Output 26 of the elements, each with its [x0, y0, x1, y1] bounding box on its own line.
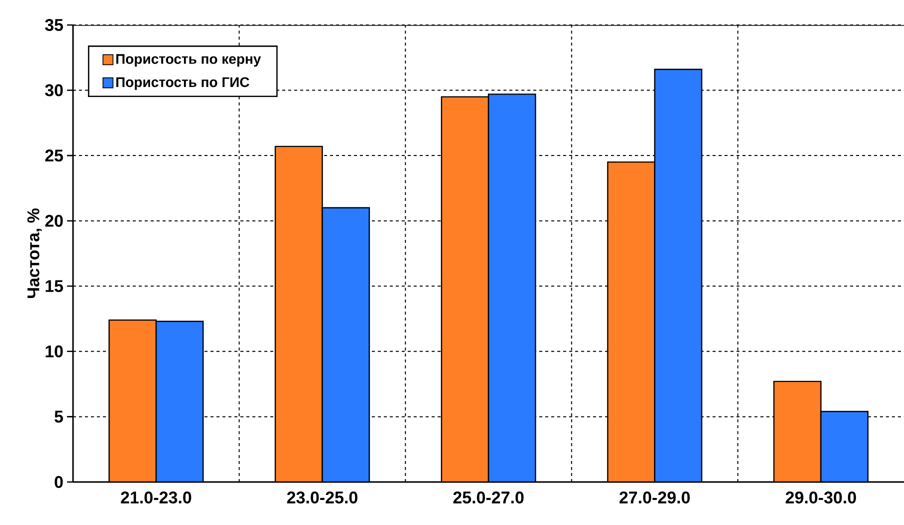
- y-tick-label: 10: [46, 345, 63, 358]
- y-tick-label: 25: [45, 150, 64, 162]
- y-tick-label: 30: [45, 84, 63, 96]
- legend-label: Пористость по керну: [116, 54, 261, 67]
- x-tick-label: 23.0-25.0: [287, 492, 358, 504]
- bar: [440, 96, 490, 482]
- bar: [820, 410, 869, 482]
- bar: [488, 94, 536, 482]
- x-tick-label: 27.0-29.0: [620, 492, 690, 504]
- x-tick-label: 21.0-23.0: [120, 492, 192, 504]
- bar: [108, 319, 157, 482]
- y-tick-label: 0: [54, 476, 63, 488]
- y-tick-label: 15: [46, 280, 64, 292]
- y-tick-label: 5: [54, 410, 64, 423]
- bar: [322, 207, 370, 482]
- x-tick-label: 25.0-27.0: [453, 492, 524, 504]
- y-tick-label: 20: [45, 214, 63, 227]
- x-tick-label: 29.0-30.0: [786, 492, 856, 504]
- y-axis-title: Частота, %: [27, 208, 42, 298]
- bar: [156, 320, 204, 482]
- bar: [654, 68, 702, 482]
- bar: [274, 146, 323, 482]
- bar: [773, 380, 822, 482]
- bar: [607, 161, 656, 482]
- y-tick-label: 35: [45, 18, 64, 31]
- legend-label: Пористость по ГИС: [116, 77, 250, 90]
